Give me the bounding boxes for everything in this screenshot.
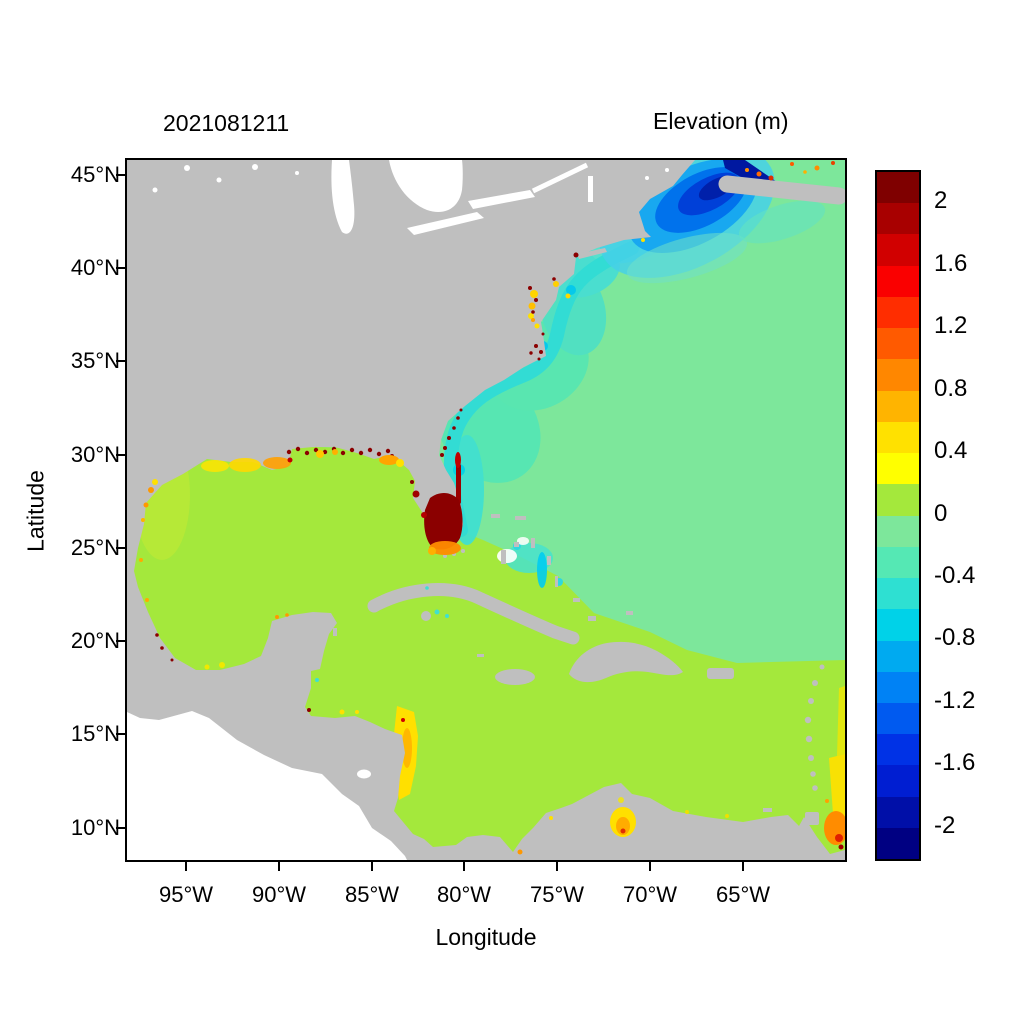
pacific-outside-domain xyxy=(127,711,407,860)
texas-mexico-coast-specks xyxy=(139,479,289,670)
x-tick-mark xyxy=(742,861,744,871)
x-tick-mark xyxy=(649,861,651,871)
colorbar-segment xyxy=(877,328,919,360)
x-tick-label: 65°W xyxy=(715,882,771,907)
colorbar-label: 2 xyxy=(934,187,948,215)
colorbar-segment xyxy=(877,234,919,266)
y-tick-mark xyxy=(116,454,126,456)
colorbar-label: -0.8 xyxy=(934,624,976,652)
x-tick-mark xyxy=(185,861,187,871)
colorbar-segment xyxy=(877,609,919,641)
colorbar-segment xyxy=(877,172,919,204)
colorbar-segment xyxy=(877,640,919,672)
colorbar-segment xyxy=(877,203,919,235)
colorbar-segment xyxy=(877,484,919,516)
colorbar-title: Elevation (m) xyxy=(653,108,789,134)
y-tick-label: 15°N xyxy=(70,721,120,746)
x-tick-mark xyxy=(371,861,373,871)
colorbar-segment xyxy=(877,296,919,329)
chesapeake-delaware-specks xyxy=(528,238,645,361)
y-tick-mark xyxy=(116,360,126,362)
colorbar-segment xyxy=(877,359,919,391)
x-tick-mark xyxy=(556,861,558,871)
colorbar-label: -1.2 xyxy=(934,686,976,714)
great-lakes xyxy=(152,160,669,779)
colorbar-segment xyxy=(877,765,919,797)
colorbar-segment xyxy=(877,546,919,579)
x-tick-mark xyxy=(278,861,280,871)
colorbar-segment xyxy=(877,796,919,828)
x-tick-label: 70°W xyxy=(622,882,678,907)
nicaragua-coast-high xyxy=(394,706,418,800)
colorbar-label: -2 xyxy=(934,811,956,839)
se-coast-estuary-specks xyxy=(410,408,463,518)
y-tick-label: 10°N xyxy=(70,815,120,840)
colorbar-segment xyxy=(877,578,919,610)
elevation-map-svg xyxy=(127,160,845,860)
y-tick-label: 35°N xyxy=(70,348,120,373)
colorbar-segment xyxy=(877,265,919,297)
caribbean-islands xyxy=(333,248,825,825)
y-tick-mark xyxy=(116,267,126,269)
y-tick-label: 40°N xyxy=(70,255,120,280)
gulf-coast-surge-specks xyxy=(201,446,404,472)
y-tick-mark xyxy=(116,827,126,829)
colorbar-segment xyxy=(877,421,919,454)
colorbar-segment xyxy=(877,827,919,860)
x-tick-label: 80°W xyxy=(436,882,492,907)
x-tick-mark xyxy=(463,861,465,871)
colorbar-label: 1.6 xyxy=(934,249,968,277)
colorbar-label: 0.8 xyxy=(934,374,968,402)
colorbar-label: 0 xyxy=(934,499,948,527)
orinoco-trinidad-high xyxy=(824,686,845,850)
colorbar-segment xyxy=(877,734,919,766)
colorbar xyxy=(875,170,921,861)
colorbar-segment xyxy=(877,453,919,485)
x-tick-label: 95°W xyxy=(158,882,214,907)
map-plot xyxy=(125,158,847,862)
land-mass xyxy=(127,160,845,860)
colorbar-segment xyxy=(877,515,919,547)
x-tick-label: 90°W xyxy=(251,882,307,907)
colorbar-segment xyxy=(877,671,919,703)
y-tick-label: 25°N xyxy=(70,535,120,560)
colorbar-label: 0.4 xyxy=(934,437,968,465)
y-tick-label: 45°N xyxy=(70,162,120,187)
central-america-specks xyxy=(307,586,729,855)
y-tick-label: 20°N xyxy=(70,628,120,653)
y-tick-mark xyxy=(116,547,126,549)
timestamp-label: 2021081211 xyxy=(163,110,290,136)
colorbar-label: -0.4 xyxy=(934,561,976,589)
x-axis-label: Longitude xyxy=(435,924,537,950)
y-tick-mark xyxy=(116,174,126,176)
y-tick-mark xyxy=(116,733,126,735)
south-florida-surge xyxy=(424,452,463,555)
colorbar-label: 1.2 xyxy=(934,312,968,340)
y-tick-mark xyxy=(116,640,126,642)
x-tick-label: 75°W xyxy=(529,882,585,907)
colorbar-segment xyxy=(877,390,919,422)
nova-scotia xyxy=(718,161,845,205)
x-tick-label: 85°W xyxy=(344,882,400,907)
colorbar-label: -1.6 xyxy=(934,749,976,777)
colorbar-segment xyxy=(877,702,919,735)
y-tick-label: 30°N xyxy=(70,442,120,467)
lake-maracaibo-high xyxy=(610,797,636,837)
